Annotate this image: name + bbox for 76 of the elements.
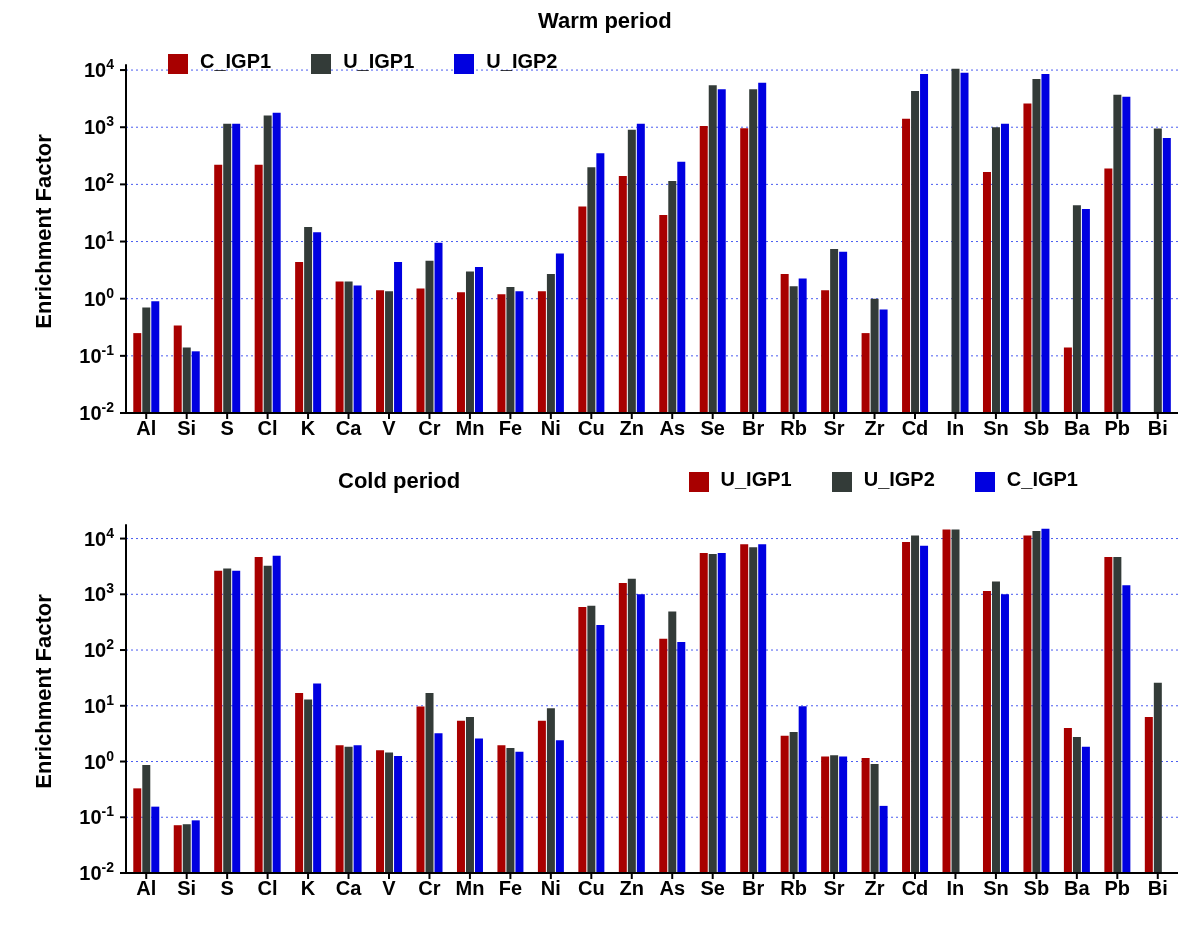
x-tick-label: Br bbox=[742, 877, 765, 900]
x-tick-label: In bbox=[946, 877, 965, 900]
y-tick-label: 10$^{1}$ bbox=[83, 691, 115, 717]
y-axis-title: Enrichment Factor bbox=[30, 133, 56, 329]
x-tick-label: Cl bbox=[257, 877, 278, 900]
x-tick-label: Zr bbox=[864, 877, 885, 900]
x-tick-label: Si bbox=[177, 877, 197, 900]
y-tick-label: 10$^{0}$ bbox=[83, 747, 115, 773]
x-tick-label: Sr bbox=[823, 877, 845, 900]
x-tick-label: Al bbox=[136, 417, 157, 440]
x-tick-label: Sn bbox=[983, 417, 1009, 440]
x-tick-label: Cl bbox=[257, 417, 278, 440]
legend-label: U_IGP1 bbox=[720, 468, 792, 490]
x-tick-label: Cr bbox=[418, 877, 441, 900]
x-tick-label: Fe bbox=[498, 417, 523, 440]
x-tick-label: Mn bbox=[455, 877, 485, 900]
legend-label: C_IGP1 bbox=[1006, 468, 1078, 490]
x-tick-label: Cd bbox=[901, 417, 929, 440]
y-tick-label: 10$^{0}$ bbox=[83, 284, 115, 310]
y-tick-label: 10$^{-1}$ bbox=[79, 341, 115, 367]
x-tick-label: Fe bbox=[498, 877, 523, 900]
x-tick-label: Sb bbox=[1023, 417, 1050, 440]
x-tick-label: Pb bbox=[1104, 877, 1131, 900]
chart-title: Warm period bbox=[538, 8, 672, 34]
x-tick-label: V bbox=[382, 417, 397, 440]
x-tick-label: Zn bbox=[619, 877, 644, 900]
x-tick-label: K bbox=[300, 877, 316, 900]
x-tick-label: Se bbox=[700, 877, 725, 900]
x-tick-label: Ba bbox=[1064, 877, 1091, 900]
legend-label: U_IGP1 bbox=[343, 50, 415, 72]
x-tick-label: Bi bbox=[1147, 417, 1168, 440]
x-tick-label: Ca bbox=[335, 877, 363, 900]
y-tick-label: 10$^{3}$ bbox=[83, 113, 115, 139]
x-tick-label: Sb bbox=[1023, 877, 1050, 900]
x-tick-label: Rb bbox=[780, 417, 807, 440]
x-tick-label: Cd bbox=[901, 877, 929, 900]
x-tick-label: Zn bbox=[619, 417, 644, 440]
legend-label: U_IGP2 bbox=[863, 468, 935, 490]
x-tick-label: As bbox=[659, 877, 686, 900]
y-tick-label: 10$^{-1}$ bbox=[79, 803, 115, 829]
y-tick-label: 10$^{2}$ bbox=[83, 636, 115, 662]
x-tick-label: Sn bbox=[983, 877, 1009, 900]
x-tick-label: Ni bbox=[540, 417, 561, 440]
x-tick-label: Se bbox=[700, 417, 725, 440]
x-tick-label: Cr bbox=[418, 417, 441, 440]
x-tick-label: Ca bbox=[335, 417, 363, 440]
x-tick-label: Sr bbox=[823, 417, 845, 440]
x-tick-label: Cu bbox=[577, 877, 605, 900]
x-tick-label: S bbox=[220, 877, 234, 900]
y-tick-label: 10$^{2}$ bbox=[83, 170, 115, 196]
x-tick-label: Rb bbox=[780, 877, 807, 900]
x-tick-label: Br bbox=[742, 417, 765, 440]
x-tick-label: Zr bbox=[864, 417, 885, 440]
x-tick-label: K bbox=[300, 417, 316, 440]
x-tick-label: In bbox=[946, 417, 965, 440]
x-tick-label: Cu bbox=[577, 417, 605, 440]
x-tick-label: V bbox=[382, 877, 397, 900]
x-tick-label: Pb bbox=[1104, 417, 1131, 440]
x-tick-label: Mn bbox=[455, 417, 485, 440]
x-tick-label: S bbox=[220, 417, 234, 440]
x-tick-label: Al bbox=[136, 877, 157, 900]
x-tick-label: As bbox=[659, 417, 686, 440]
chart-title: Cold period bbox=[338, 468, 461, 494]
y-axis-title: Enrichment Factor bbox=[30, 593, 56, 789]
y-tick-label: 10$^{-2}$ bbox=[79, 399, 115, 424]
x-tick-label: Bi bbox=[1147, 877, 1168, 900]
legend-label: U_IGP2 bbox=[486, 50, 558, 72]
x-tick-label: Si bbox=[177, 417, 197, 440]
x-tick-label: Ni bbox=[540, 877, 561, 900]
y-tick-label: 10$^{3}$ bbox=[83, 580, 115, 606]
y-tick-label: 10$^{1}$ bbox=[83, 227, 115, 253]
y-tick-label: 10$^{4}$ bbox=[83, 56, 115, 82]
y-tick-label: 10$^{4}$ bbox=[83, 524, 115, 550]
legend-label: C_IGP1 bbox=[200, 50, 272, 72]
y-tick-label: 10$^{-2}$ bbox=[79, 859, 115, 884]
x-tick-label: Ba bbox=[1064, 417, 1091, 440]
